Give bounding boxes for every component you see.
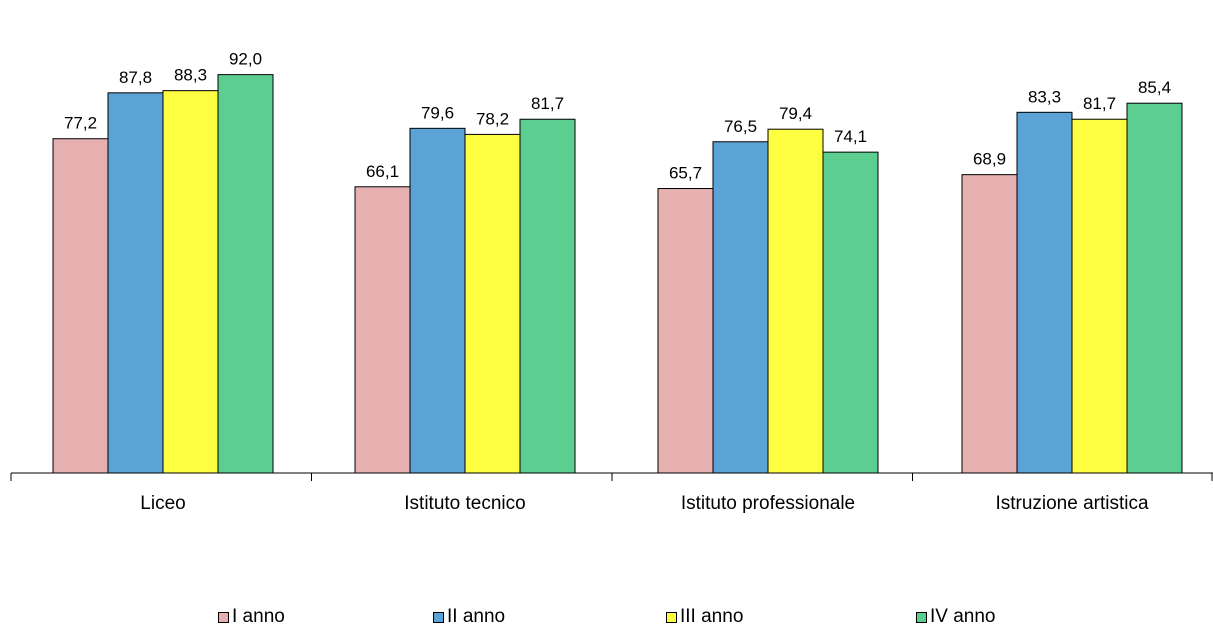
bar-4-4: [1126, 102, 1183, 474]
bar-4-3: [822, 151, 879, 474]
data-label: 85,4: [1138, 78, 1171, 97]
data-label: 77,2: [64, 114, 97, 133]
bar-1-2: [354, 186, 411, 474]
bar-4-2: [519, 118, 576, 474]
data-label: 87,8: [119, 68, 152, 87]
x-tick-label: Istruzione artistica: [995, 493, 1149, 514]
data-label: 81,7: [531, 94, 564, 113]
data-label: 79,4: [779, 104, 812, 123]
data-label: 88,3: [174, 66, 207, 85]
chart-legend: I anno II anno III anno IV anno: [0, 606, 1213, 628]
bar-3-4: [1071, 118, 1128, 474]
legend-item: II anno: [433, 606, 505, 628]
bar-3-3: [767, 128, 824, 474]
data-label: 83,3: [1028, 87, 1061, 106]
data-label: 79,6: [421, 103, 454, 122]
bar-3-1: [162, 90, 219, 474]
data-label: 66,1: [366, 162, 399, 181]
legend-item: III anno: [666, 606, 743, 628]
data-label: 81,7: [1083, 94, 1116, 113]
bar-1-1: [52, 138, 109, 474]
data-label: 76,5: [724, 117, 757, 136]
data-label: 65,7: [669, 164, 702, 183]
legend-label: IV anno: [930, 606, 996, 627]
x-tick-label: Istituto professionale: [681, 493, 855, 514]
bar-3-2: [464, 133, 521, 474]
data-label: 92,0: [229, 50, 262, 69]
bar-2-3: [712, 141, 769, 474]
bar-2-1: [107, 92, 164, 474]
bar-2-2: [409, 127, 466, 474]
legend-label: III anno: [680, 606, 744, 627]
legend-item: I anno: [218, 606, 285, 628]
x-tick-label: Istituto tecnico: [404, 493, 525, 514]
bar-4-1: [217, 74, 274, 474]
bar-1-3: [657, 188, 714, 474]
legend-item: IV anno: [916, 606, 996, 628]
legend-swatch: [666, 611, 677, 623]
legend-label: II anno: [447, 606, 506, 627]
legend-swatch: [916, 611, 927, 623]
x-tick-label: Liceo: [140, 493, 185, 514]
bar-2-4: [1016, 111, 1073, 474]
legend-label: I anno: [232, 606, 285, 627]
data-label: 78,2: [476, 109, 509, 128]
data-label: 74,1: [834, 127, 867, 146]
legend-swatch: [218, 611, 229, 623]
legend-swatch: [433, 611, 444, 623]
bar-1-4: [961, 174, 1018, 474]
data-label: 68,9: [973, 150, 1006, 169]
